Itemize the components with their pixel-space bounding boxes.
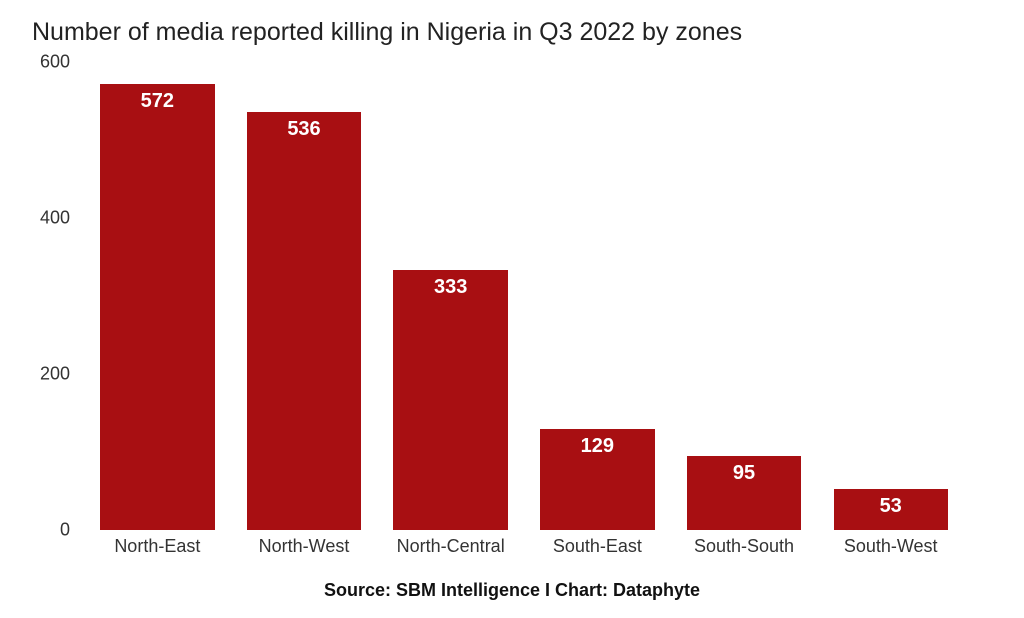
- bar-south-south: 95: [687, 456, 801, 530]
- bar-slot: 129: [524, 62, 671, 530]
- x-tick-label: North-Central: [377, 536, 524, 557]
- bar-slot: 572: [84, 62, 231, 530]
- chart-title: Number of media reported killing in Nige…: [32, 18, 742, 47]
- bar-south-west: 53: [834, 489, 948, 530]
- bar-value-label: 572: [141, 90, 174, 113]
- bar-value-label: 129: [581, 435, 614, 458]
- bars-group: 572 536 333 129 95: [84, 62, 964, 530]
- y-tick-label: 200: [40, 364, 70, 385]
- bar-north-west: 536: [247, 112, 361, 530]
- x-tick-label: South-West: [817, 536, 964, 557]
- chart-container: Number of media reported killing in Nige…: [0, 0, 1024, 618]
- plot-area: 600 400 200 0 572 536 333 129: [84, 62, 964, 530]
- bar-value-label: 536: [287, 118, 320, 141]
- bar-slot: 53: [817, 62, 964, 530]
- bar-north-east: 572: [100, 84, 214, 530]
- bar-slot: 536: [231, 62, 378, 530]
- bar-north-central: 333: [393, 270, 507, 530]
- y-tick-label: 400: [40, 207, 70, 228]
- x-tick-label: North-West: [231, 536, 378, 557]
- y-tick-label: 0: [60, 520, 70, 541]
- x-axis-labels: North-East North-West North-Central Sout…: [84, 536, 964, 557]
- bar-value-label: 95: [733, 462, 755, 485]
- y-tick-label: 600: [40, 52, 70, 73]
- bar-value-label: 53: [880, 495, 902, 518]
- bar-slot: 95: [671, 62, 818, 530]
- bar-slot: 333: [377, 62, 524, 530]
- x-tick-label: South-East: [524, 536, 671, 557]
- x-tick-label: South-South: [671, 536, 818, 557]
- bar-south-east: 129: [540, 429, 654, 530]
- x-tick-label: North-East: [84, 536, 231, 557]
- bar-value-label: 333: [434, 276, 467, 299]
- source-line: Source: SBM Intelligence I Chart: Dataph…: [0, 580, 1024, 601]
